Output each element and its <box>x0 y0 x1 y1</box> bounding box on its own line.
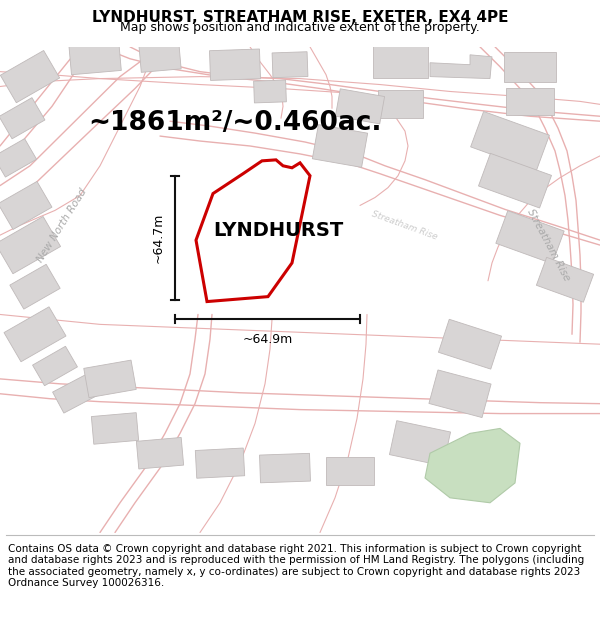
Polygon shape <box>425 429 520 503</box>
Polygon shape <box>0 216 61 274</box>
Polygon shape <box>254 80 286 103</box>
Polygon shape <box>439 319 502 369</box>
Polygon shape <box>470 111 550 171</box>
Text: ~64.9m: ~64.9m <box>242 333 293 346</box>
Text: Map shows position and indicative extent of the property.: Map shows position and indicative extent… <box>120 21 480 34</box>
Polygon shape <box>139 41 181 72</box>
Polygon shape <box>69 39 121 75</box>
Polygon shape <box>377 91 422 118</box>
Polygon shape <box>536 258 593 302</box>
Polygon shape <box>4 307 66 362</box>
Polygon shape <box>260 453 310 482</box>
Polygon shape <box>389 421 451 466</box>
Polygon shape <box>478 153 551 208</box>
Polygon shape <box>373 46 427 78</box>
Polygon shape <box>272 52 308 78</box>
Polygon shape <box>504 52 556 81</box>
Polygon shape <box>53 374 97 413</box>
Polygon shape <box>326 457 374 485</box>
Polygon shape <box>10 264 60 309</box>
Text: ~1861m²/~0.460ac.: ~1861m²/~0.460ac. <box>88 110 382 136</box>
Polygon shape <box>84 360 136 398</box>
Text: Streatham Rise: Streatham Rise <box>525 208 571 282</box>
Polygon shape <box>335 89 385 124</box>
Polygon shape <box>0 139 37 177</box>
Polygon shape <box>1 51 59 102</box>
Polygon shape <box>0 181 52 229</box>
Polygon shape <box>91 412 139 444</box>
Text: Contains OS data © Crown copyright and database right 2021. This information is : Contains OS data © Crown copyright and d… <box>8 544 584 588</box>
Polygon shape <box>496 211 564 264</box>
Text: ~64.7m: ~64.7m <box>152 213 165 263</box>
Text: New North Road: New North Road <box>35 187 89 264</box>
Polygon shape <box>196 160 310 302</box>
Polygon shape <box>209 49 260 81</box>
Polygon shape <box>313 124 368 168</box>
Polygon shape <box>506 88 554 115</box>
Polygon shape <box>429 370 491 418</box>
Polygon shape <box>136 438 184 469</box>
Polygon shape <box>430 55 492 79</box>
Polygon shape <box>0 98 45 139</box>
Polygon shape <box>196 448 245 478</box>
Text: Streatham Rise: Streatham Rise <box>370 209 438 241</box>
Polygon shape <box>32 346 77 386</box>
Text: LYNDHURST, STREATHAM RISE, EXETER, EX4 4PE: LYNDHURST, STREATHAM RISE, EXETER, EX4 4… <box>92 10 508 25</box>
Text: LYNDHURST: LYNDHURST <box>213 221 343 240</box>
